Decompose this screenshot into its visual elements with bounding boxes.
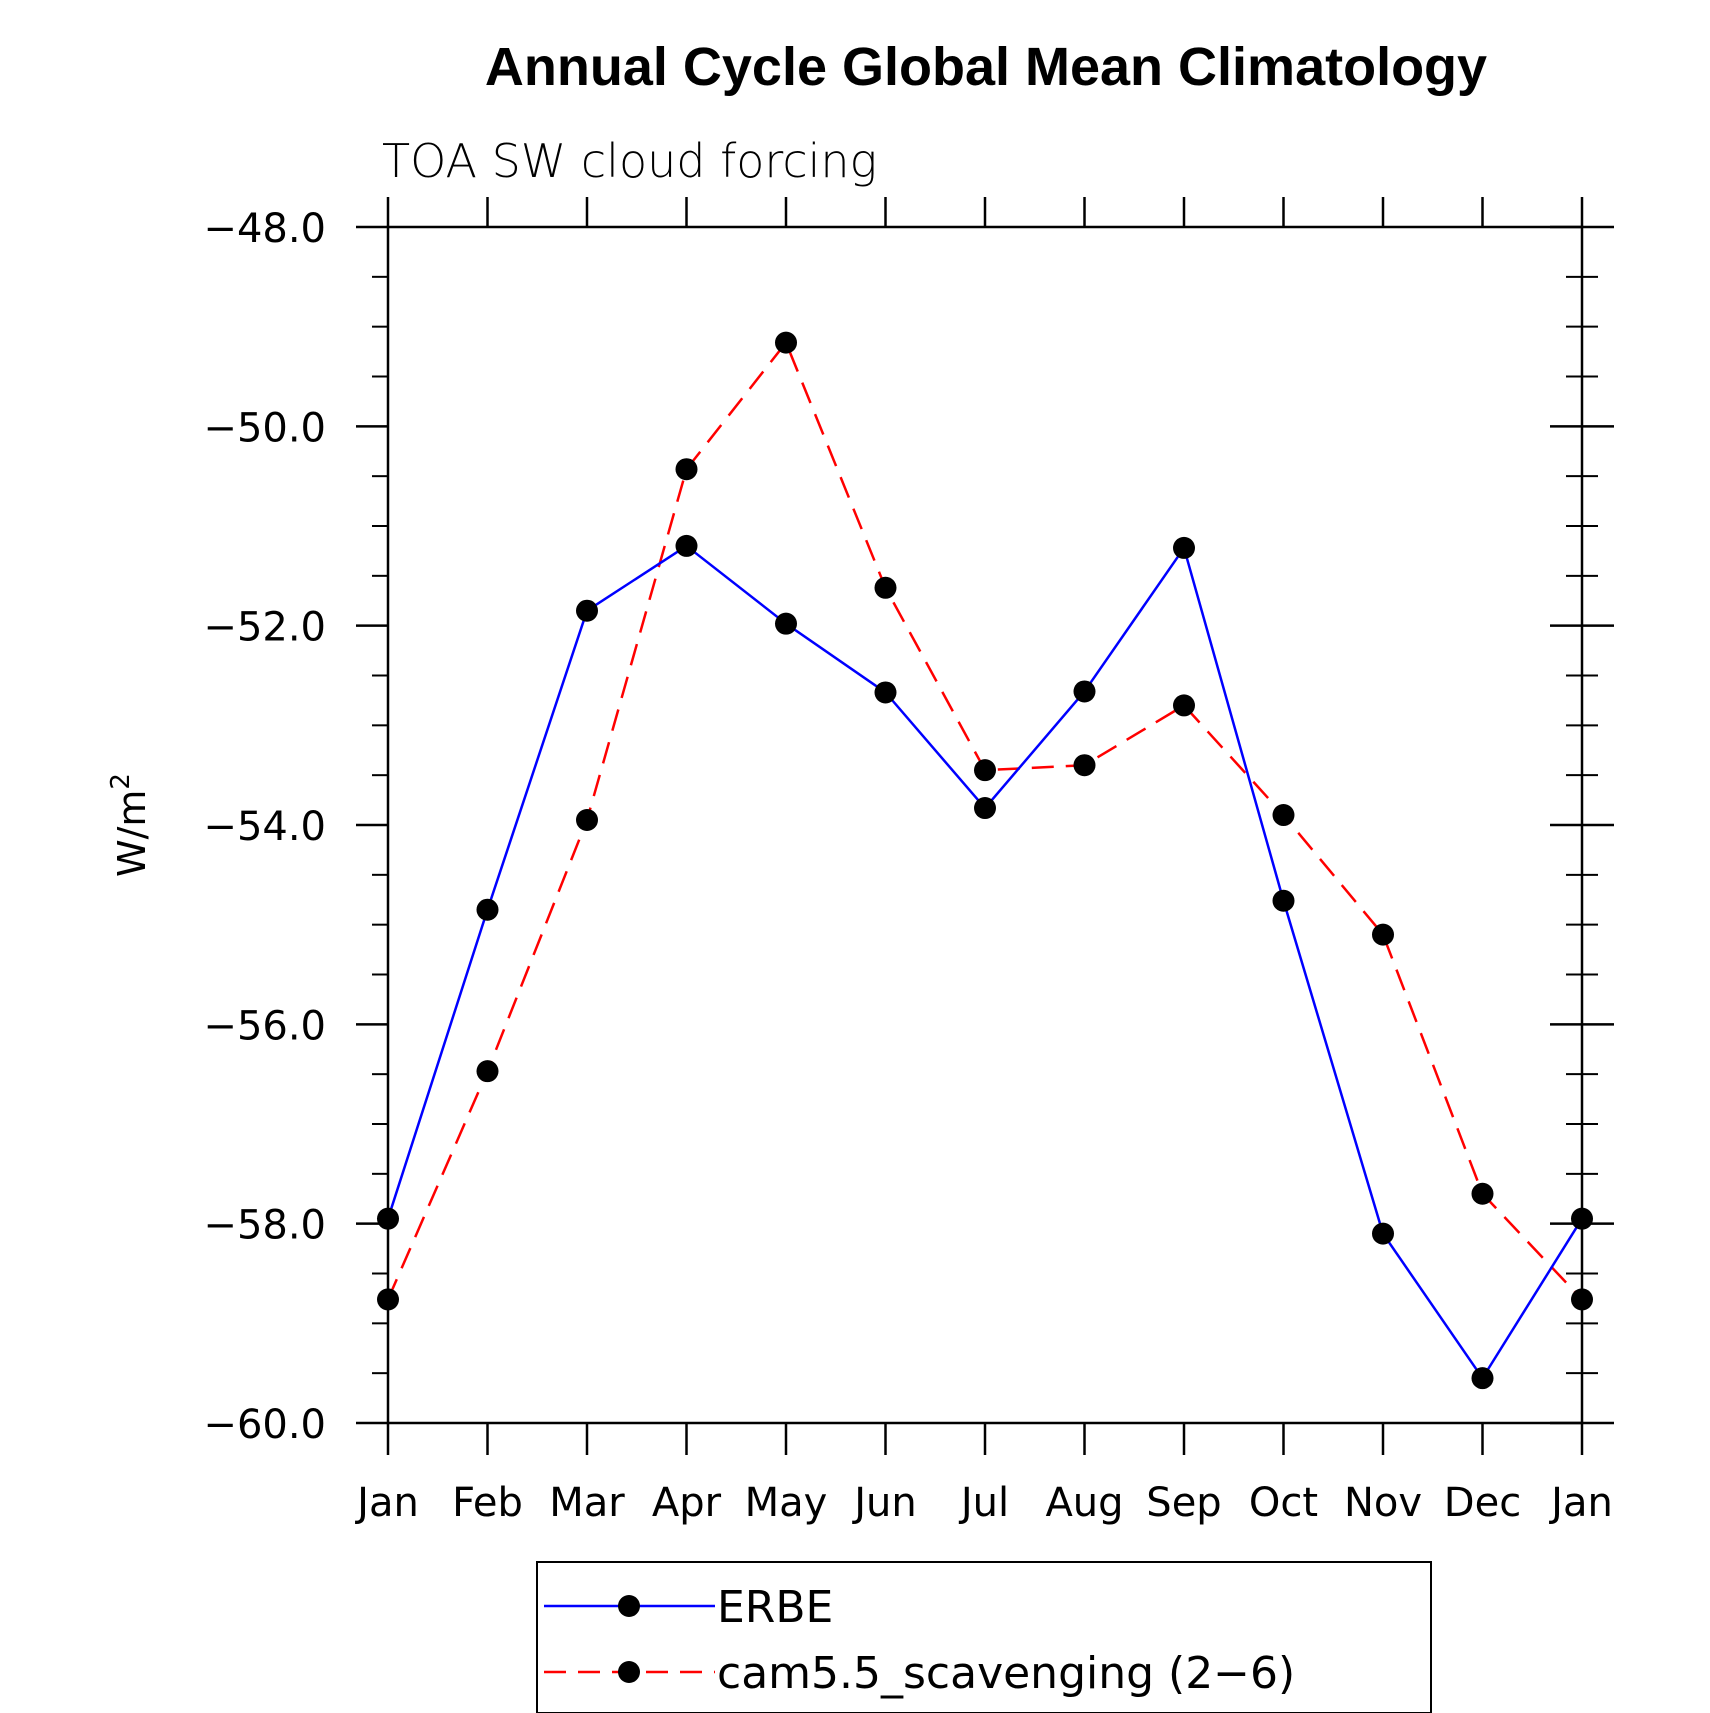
data-point-erbe bbox=[1372, 1222, 1394, 1245]
data-point-cam bbox=[1471, 1182, 1494, 1205]
x-tick-label: Oct bbox=[1249, 1480, 1318, 1526]
data-point-erbe bbox=[476, 898, 499, 921]
x-tick-label: Jul bbox=[958, 1480, 1009, 1526]
data-point-erbe bbox=[974, 797, 996, 820]
y-tick-label: −50.0 bbox=[203, 405, 326, 451]
x-tick-label: Dec bbox=[1444, 1480, 1521, 1526]
legend-label-cam: cam5.5_scavenging (2−6) bbox=[717, 1648, 1295, 1699]
x-tick-label: Sep bbox=[1146, 1480, 1221, 1526]
x-tick-label: Apr bbox=[652, 1480, 722, 1526]
x-tick-label: Jun bbox=[851, 1480, 917, 1526]
data-point-erbe bbox=[576, 599, 598, 622]
data-point-cam bbox=[675, 458, 698, 481]
y-tick-labels: −48.0 −50.0 −52.0 −54.0 −56.0 −58.0 −60.0 bbox=[203, 206, 326, 1448]
data-point-cam bbox=[476, 1060, 499, 1083]
plot-frame bbox=[386, 225, 1584, 1425]
legend-box bbox=[536, 1561, 1432, 1713]
data-point-cam bbox=[1073, 754, 1096, 777]
data-point-erbe bbox=[1272, 889, 1295, 912]
chart-title: Annual Cycle Global Mean Climatology bbox=[485, 37, 1487, 97]
y-axis-label: W/m2 bbox=[106, 773, 154, 877]
legend-marker-cam bbox=[618, 1661, 640, 1683]
y-tick-label: −54.0 bbox=[203, 804, 326, 850]
legend-label-erbe: ERBE bbox=[717, 1582, 833, 1633]
data-point-erbe bbox=[1073, 680, 1096, 703]
legend: ERBE cam5.5_scavenging (2−6) bbox=[536, 1561, 1432, 1713]
x-tick-label: Jan bbox=[1548, 1480, 1613, 1526]
axis-ticks bbox=[356, 197, 1614, 1455]
data-point-erbe bbox=[1571, 1207, 1593, 1230]
y-tick-label: −60.0 bbox=[203, 1402, 326, 1448]
y-tick-label: −52.0 bbox=[203, 605, 326, 651]
data-point-cam bbox=[1173, 694, 1195, 717]
data-point-erbe bbox=[1471, 1367, 1494, 1390]
legend-marker-erbe bbox=[618, 1595, 640, 1617]
data-point-erbe bbox=[1173, 536, 1195, 559]
x-tick-label: Nov bbox=[1344, 1480, 1422, 1526]
series-line-erbe bbox=[386, 544, 1584, 1380]
data-point-erbe bbox=[377, 1207, 399, 1230]
data-point-cam bbox=[1571, 1288, 1593, 1311]
x-tick-label: Aug bbox=[1045, 1480, 1123, 1526]
x-tick-label: Jan bbox=[354, 1480, 419, 1526]
data-point-cam bbox=[1372, 923, 1394, 946]
series-layer bbox=[377, 331, 1593, 1390]
x-tick-label: Feb bbox=[452, 1480, 523, 1526]
data-point-cam bbox=[775, 331, 797, 354]
series-line-cam bbox=[386, 341, 1583, 1301]
x-tick-label: Mar bbox=[549, 1480, 625, 1526]
data-point-erbe bbox=[775, 612, 797, 635]
data-point-cam bbox=[1272, 804, 1295, 827]
data-point-cam bbox=[576, 809, 598, 832]
y-tick-label: −58.0 bbox=[203, 1203, 326, 1249]
data-point-cam bbox=[377, 1288, 399, 1311]
chart-subtitle: TOA SW cloud forcing bbox=[382, 134, 877, 188]
x-tick-label: May bbox=[745, 1480, 828, 1526]
data-point-erbe bbox=[874, 681, 897, 704]
y-tick-label: −48.0 bbox=[203, 206, 326, 252]
x-tick-labels: Jan Feb Mar Apr May Jun Jul Aug Sep Oct Nov Dec Jan bbox=[354, 1480, 1613, 1526]
y-tick-label: −56.0 bbox=[203, 1003, 326, 1049]
data-point-erbe bbox=[675, 534, 698, 557]
data-point-cam bbox=[874, 576, 897, 599]
data-point-cam bbox=[974, 759, 996, 782]
